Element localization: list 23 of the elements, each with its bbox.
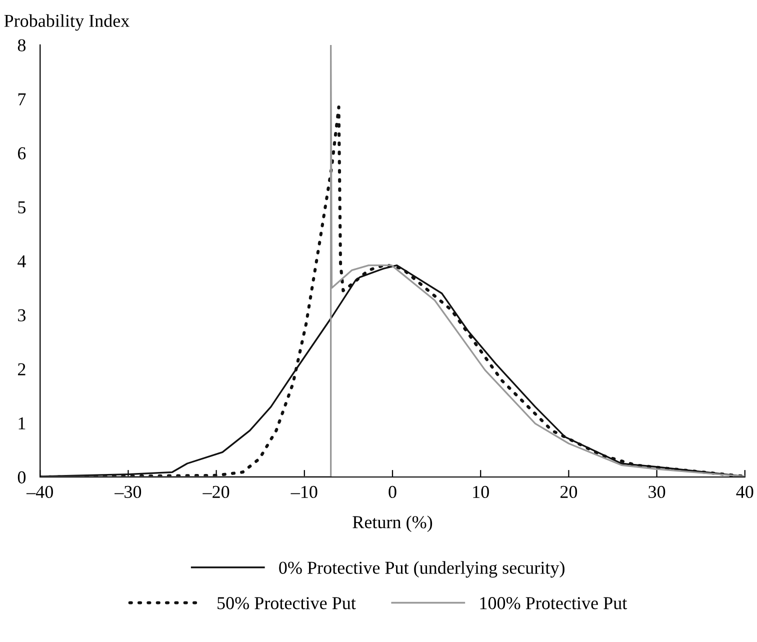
y-tick-label: 7 [18, 93, 26, 106]
x-tick-label: 40 [736, 486, 754, 498]
x-tick-label: –40 [26, 486, 53, 498]
x-tick-label: 10 [473, 486, 489, 498]
x-tick-label: 20 [560, 486, 578, 498]
y-tick-label: 4 [18, 255, 26, 268]
y-tick-label: 6 [18, 147, 26, 160]
y-tick-label: 0 [18, 471, 26, 484]
x-tick-label: 30 [648, 486, 666, 498]
x-tick-label: –10 [290, 486, 318, 498]
x-tick-label: 0 [388, 486, 396, 498]
y-tick-label: 2 [18, 363, 26, 376]
y-tick-label: 1 [18, 417, 26, 430]
legend-label: 0% Protective Put (underlying security) [279, 561, 564, 578]
x-tick-label: –30 [114, 486, 142, 498]
legend-label: 100% Protective Put [480, 597, 628, 610]
x-axis-title: Return (%) [352, 516, 432, 532]
legend-label: 50% Protective Put [218, 597, 356, 610]
y-axis-title: Probability Index [4, 14, 130, 31]
y-tick-label: 3 [18, 309, 26, 322]
x-tick-label: –20 [202, 486, 230, 498]
y-tick-label: 8 [18, 39, 26, 52]
y-tick-label: 5 [18, 201, 26, 214]
